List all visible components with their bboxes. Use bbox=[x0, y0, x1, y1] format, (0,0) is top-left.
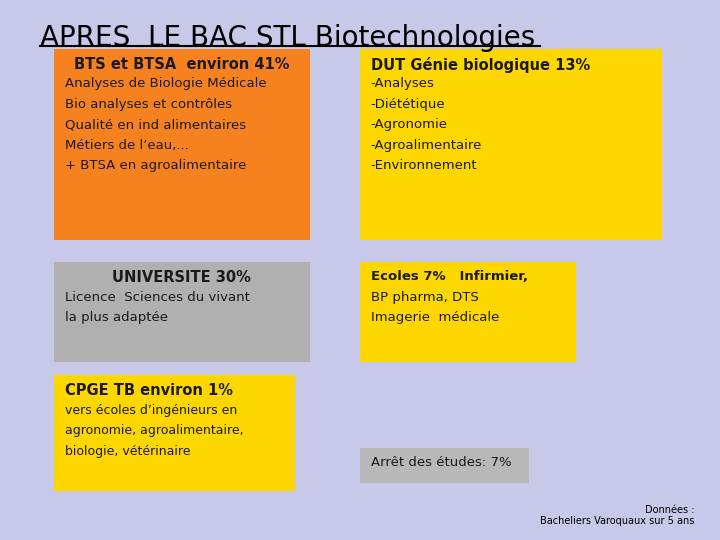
Text: biologie, vétérinaire: biologie, vétérinaire bbox=[65, 445, 190, 458]
Text: BP pharma, DTS: BP pharma, DTS bbox=[371, 291, 479, 303]
Text: UNIVERSITE 30%: UNIVERSITE 30% bbox=[112, 270, 251, 285]
Text: BTS et BTSA  environ 41%: BTS et BTSA environ 41% bbox=[74, 57, 289, 72]
Text: agronomie, agroalimentaire,: agronomie, agroalimentaire, bbox=[65, 424, 243, 437]
Text: Ecoles 7%   Infirmier,: Ecoles 7% Infirmier, bbox=[371, 270, 528, 283]
Text: DUT Génie biologique 13%: DUT Génie biologique 13% bbox=[371, 57, 590, 73]
FancyBboxPatch shape bbox=[360, 448, 529, 483]
FancyBboxPatch shape bbox=[54, 375, 295, 491]
FancyBboxPatch shape bbox=[54, 262, 310, 362]
FancyBboxPatch shape bbox=[360, 49, 662, 240]
Text: -Analyses: -Analyses bbox=[371, 77, 435, 90]
Text: -Diététique: -Diététique bbox=[371, 98, 446, 111]
Text: la plus adaptée: la plus adaptée bbox=[65, 311, 168, 324]
Text: Bio analyses et contrôles: Bio analyses et contrôles bbox=[65, 98, 232, 111]
Text: Licence  Sciences du vivant: Licence Sciences du vivant bbox=[65, 291, 250, 303]
FancyBboxPatch shape bbox=[360, 262, 576, 362]
Text: -Environnement: -Environnement bbox=[371, 159, 477, 172]
FancyBboxPatch shape bbox=[54, 49, 310, 240]
Text: CPGE TB environ 1%: CPGE TB environ 1% bbox=[65, 383, 233, 399]
Text: -Agronomie: -Agronomie bbox=[371, 118, 448, 131]
Text: Imagerie  médicale: Imagerie médicale bbox=[371, 311, 499, 324]
Text: + BTSA en agroalimentaire: + BTSA en agroalimentaire bbox=[65, 159, 246, 172]
Text: -Agroalimentaire: -Agroalimentaire bbox=[371, 139, 482, 152]
Text: Données :
Bacheliers Varoquaux sur 5 ans: Données : Bacheliers Varoquaux sur 5 ans bbox=[541, 505, 695, 526]
Text: Qualité en ind alimentaires: Qualité en ind alimentaires bbox=[65, 118, 246, 131]
Text: vers écoles d’ingénieurs en: vers écoles d’ingénieurs en bbox=[65, 404, 237, 417]
Text: APRES  LE BAC STL Biotechnologies: APRES LE BAC STL Biotechnologies bbox=[40, 24, 535, 52]
Text: Analyses de Biologie Médicale: Analyses de Biologie Médicale bbox=[65, 77, 266, 90]
Text: Métiers de l’eau,...: Métiers de l’eau,... bbox=[65, 139, 189, 152]
Text: Arrêt des études: 7%: Arrêt des études: 7% bbox=[371, 456, 511, 469]
